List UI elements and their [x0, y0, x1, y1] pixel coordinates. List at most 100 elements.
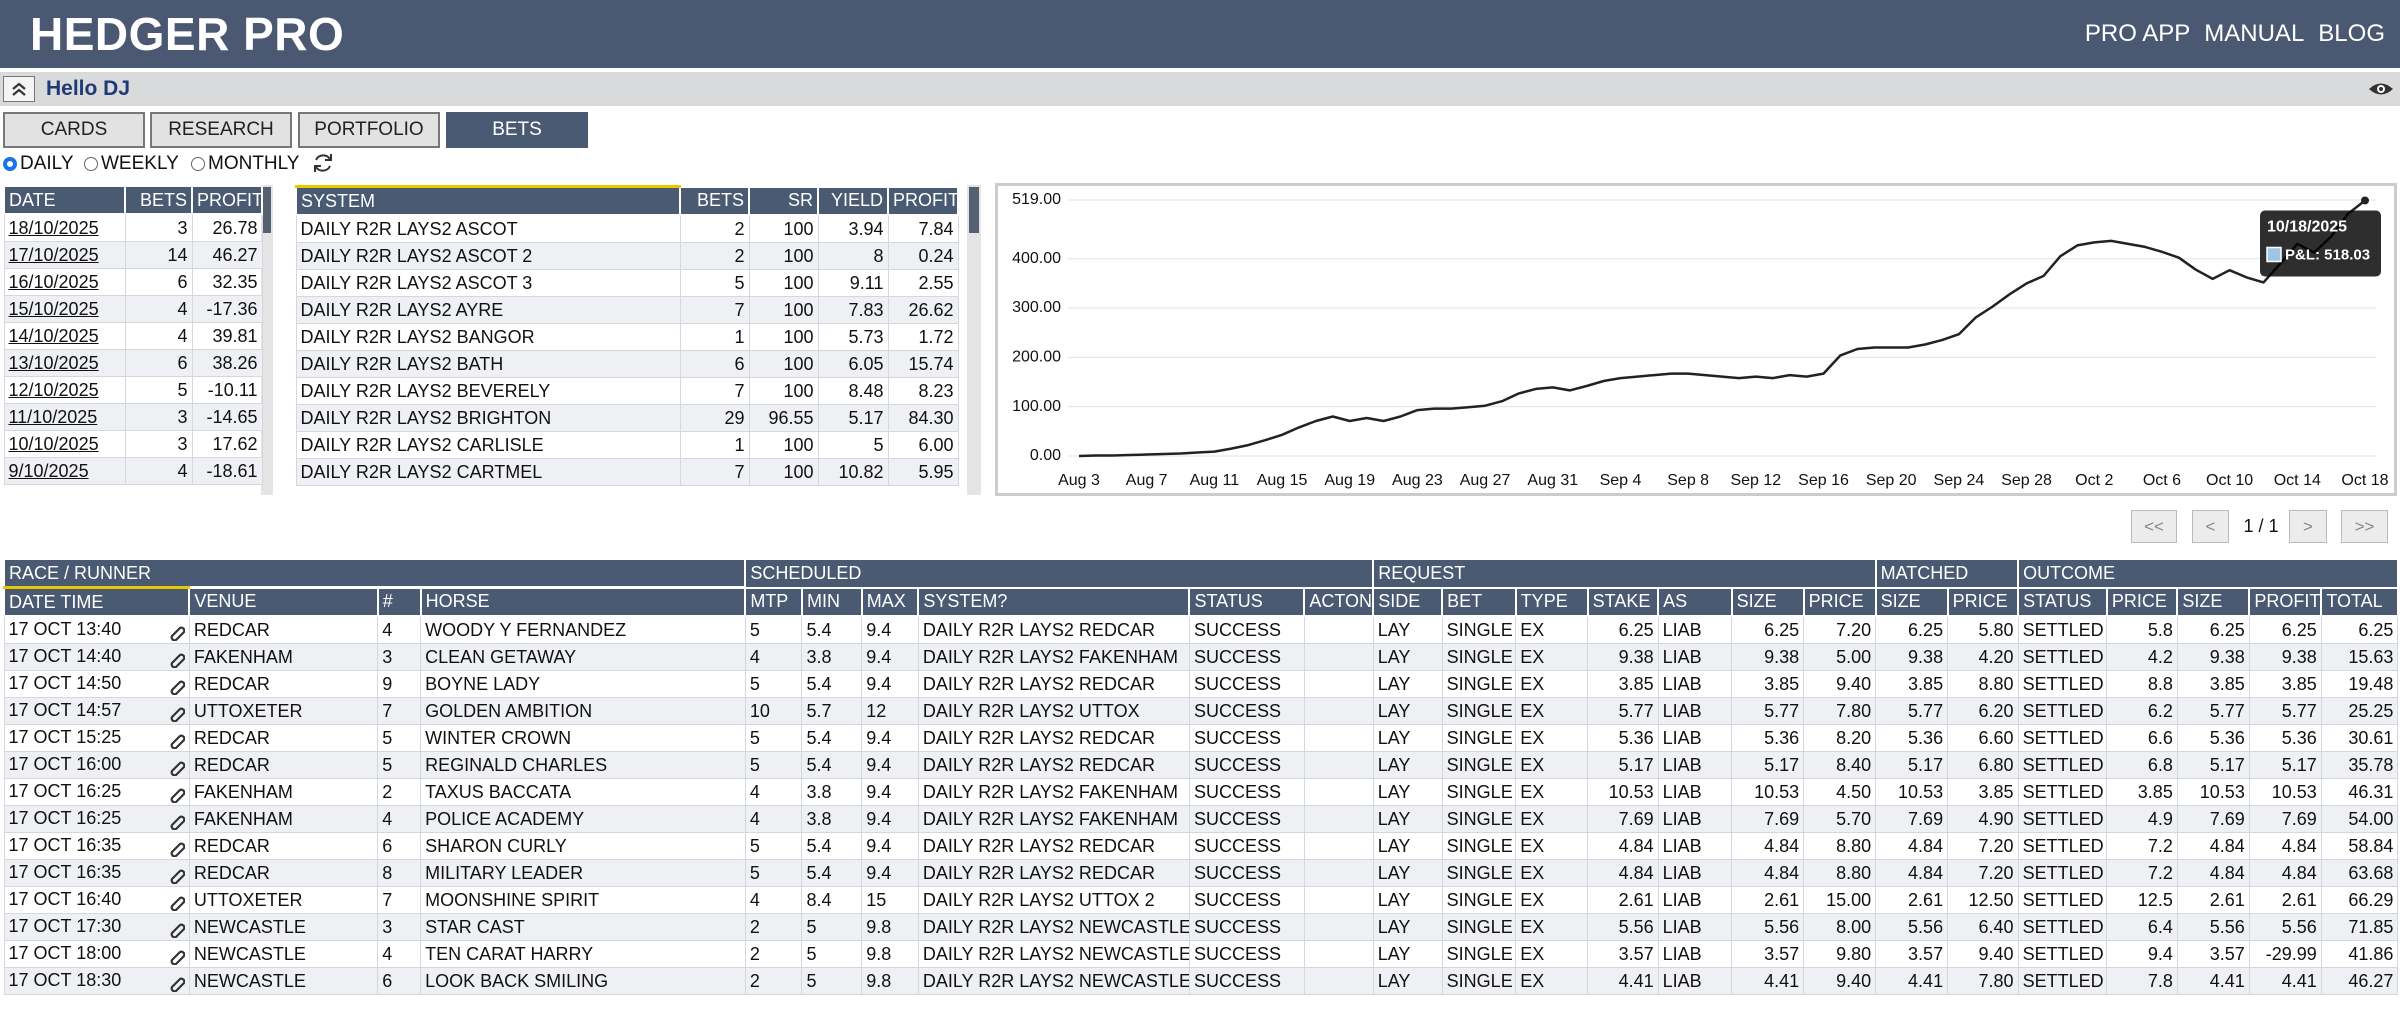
- table-cell: 2: [744, 967, 803, 995]
- column-header[interactable]: MIN: [800, 586, 863, 617]
- column-header[interactable]: STAKE: [1586, 586, 1660, 617]
- table-cell: 10.53: [1731, 778, 1805, 806]
- page-button[interactable]: <<: [2131, 510, 2177, 543]
- column-header[interactable]: ACTON: [1303, 586, 1375, 617]
- scrollbar[interactable]: [261, 185, 273, 495]
- radio: [84, 157, 98, 171]
- link-icon[interactable]: [167, 677, 185, 695]
- page-button[interactable]: <: [2192, 510, 2229, 543]
- table-cell: UTTOXETER: [188, 697, 379, 725]
- eye-icon[interactable]: [2368, 80, 2394, 98]
- column-header[interactable]: PROFIT: [191, 185, 263, 215]
- refresh-icon[interactable]: [311, 151, 335, 175]
- column-header[interactable]: SIZE: [1874, 586, 1949, 617]
- table-cell: LIAB: [1657, 724, 1733, 752]
- x-tick-label: Sep 4: [1600, 472, 1642, 489]
- table-cell: [1303, 615, 1374, 644]
- page-button[interactable]: >>: [2341, 510, 2388, 543]
- nav-link[interactable]: PRO APP: [2084, 20, 2191, 47]
- link-icon[interactable]: [167, 758, 185, 776]
- tab[interactable]: BETS: [446, 112, 588, 148]
- scrollbar[interactable]: [967, 185, 981, 495]
- table-cell: 35.78: [2320, 751, 2399, 779]
- link-icon[interactable]: [167, 731, 185, 749]
- column-header[interactable]: AS: [1657, 586, 1733, 617]
- column-header[interactable]: SIZE: [2176, 586, 2251, 617]
- radio-option[interactable]: WEEKLY: [84, 153, 179, 175]
- column-header[interactable]: BETS: [679, 185, 750, 216]
- column-header[interactable]: DATE: [3, 185, 126, 215]
- x-tick-label: Sep 12: [1730, 472, 1781, 489]
- link-icon[interactable]: [167, 947, 185, 965]
- radio-option[interactable]: MONTHLY: [191, 153, 299, 175]
- column-header[interactable]: PRICE: [1946, 586, 2020, 617]
- column-header[interactable]: PROFIT: [887, 185, 959, 216]
- column-header[interactable]: PROFIT: [2248, 586, 2323, 617]
- column-header[interactable]: YIELD: [817, 185, 889, 216]
- table-cell[interactable]: 13/10/2025: [3, 349, 126, 377]
- tab[interactable]: RESEARCH: [150, 112, 292, 148]
- table-cell: SUCCESS: [1188, 751, 1305, 779]
- column-header[interactable]: BETS: [124, 185, 193, 215]
- table-cell: POLICE ACADEMY: [420, 805, 746, 833]
- table-cell[interactable]: 11/10/2025: [3, 403, 126, 431]
- header-row: SYSTEM BETS SR YIELD PROFIT: [295, 185, 959, 216]
- column-header[interactable]: SIDE: [1372, 586, 1444, 617]
- collapse-button[interactable]: [3, 76, 35, 102]
- column-header[interactable]: SR: [748, 185, 819, 216]
- link-icon[interactable]: [167, 623, 185, 641]
- table-row: 17 OCT 16:00 REDCAR 5 REGINALD CHARLES 5 5.4 9…: [3, 751, 2399, 779]
- table-cell: 2.61: [1587, 886, 1659, 914]
- table-cell: REDCAR: [188, 832, 379, 860]
- table-cell: 2: [744, 913, 803, 941]
- column-header[interactable]: HORSE: [419, 586, 747, 617]
- column-header[interactable]: PRICE: [2105, 586, 2179, 617]
- scroll-thumb: [263, 187, 271, 233]
- link-icon[interactable]: [167, 650, 185, 668]
- column-header[interactable]: #: [376, 586, 422, 617]
- nav-link[interactable]: BLOG: [2318, 20, 2385, 47]
- table-cell: DAILY R2R LAYS2 CARLISLE: [295, 431, 681, 459]
- link-icon[interactable]: [167, 812, 185, 830]
- table-cell[interactable]: 15/10/2025: [3, 295, 126, 323]
- link-icon[interactable]: [167, 785, 185, 803]
- column-header[interactable]: SIZE: [1730, 586, 1805, 617]
- table-cell: 54.00: [2320, 805, 2399, 833]
- table-cell[interactable]: 16/10/2025: [3, 268, 126, 296]
- link-icon[interactable]: [167, 893, 185, 911]
- column-header[interactable]: STATUS: [1188, 586, 1306, 617]
- table-cell: DAILY R2R LAYS2 BEVERELY: [295, 377, 681, 405]
- link-icon[interactable]: [167, 920, 185, 938]
- link-icon[interactable]: [167, 974, 185, 992]
- column-header[interactable]: MAX: [860, 586, 920, 617]
- column-header[interactable]: DATE TIME: [2, 586, 191, 617]
- column-header[interactable]: TYPE: [1514, 586, 1589, 617]
- column-header[interactable]: STATUS: [2017, 586, 2108, 617]
- table-cell[interactable]: 9/10/2025: [3, 457, 126, 485]
- table-cell: 4.84: [1875, 832, 1949, 860]
- table-cell[interactable]: 14/10/2025: [3, 322, 126, 350]
- column-header[interactable]: MTP: [744, 586, 803, 617]
- column-header[interactable]: SYSTEM: [295, 185, 681, 216]
- column-header[interactable]: BET: [1441, 586, 1517, 617]
- column-header[interactable]: TOTAL: [2320, 586, 2399, 617]
- page-button[interactable]: >: [2289, 510, 2327, 543]
- table-cell: 12.5: [2106, 886, 2178, 914]
- link-icon[interactable]: [167, 866, 185, 884]
- table-cell[interactable]: 10/10/2025: [3, 430, 126, 458]
- column-header[interactable]: SYSTEM?: [917, 586, 1191, 617]
- column-header[interactable]: PRICE: [1802, 586, 1877, 617]
- tooltip: 10/18/2025 P&L: 518.03: [2260, 210, 2381, 277]
- table-cell: 3.94: [817, 214, 889, 243]
- table-cell[interactable]: 18/10/2025: [3, 213, 126, 242]
- table-cell: BOYNE LADY: [420, 670, 746, 698]
- column-header[interactable]: VENUE: [188, 586, 379, 617]
- tab[interactable]: CARDS: [3, 112, 145, 148]
- radio-option[interactable]: DAILY: [3, 153, 74, 175]
- tab[interactable]: PORTFOLIO: [298, 112, 440, 148]
- link-icon[interactable]: [167, 704, 185, 722]
- table-cell[interactable]: 17/10/2025: [3, 241, 126, 269]
- nav-link[interactable]: MANUAL: [2204, 20, 2305, 47]
- link-icon[interactable]: [167, 839, 185, 857]
- table-cell[interactable]: 12/10/2025: [3, 376, 126, 404]
